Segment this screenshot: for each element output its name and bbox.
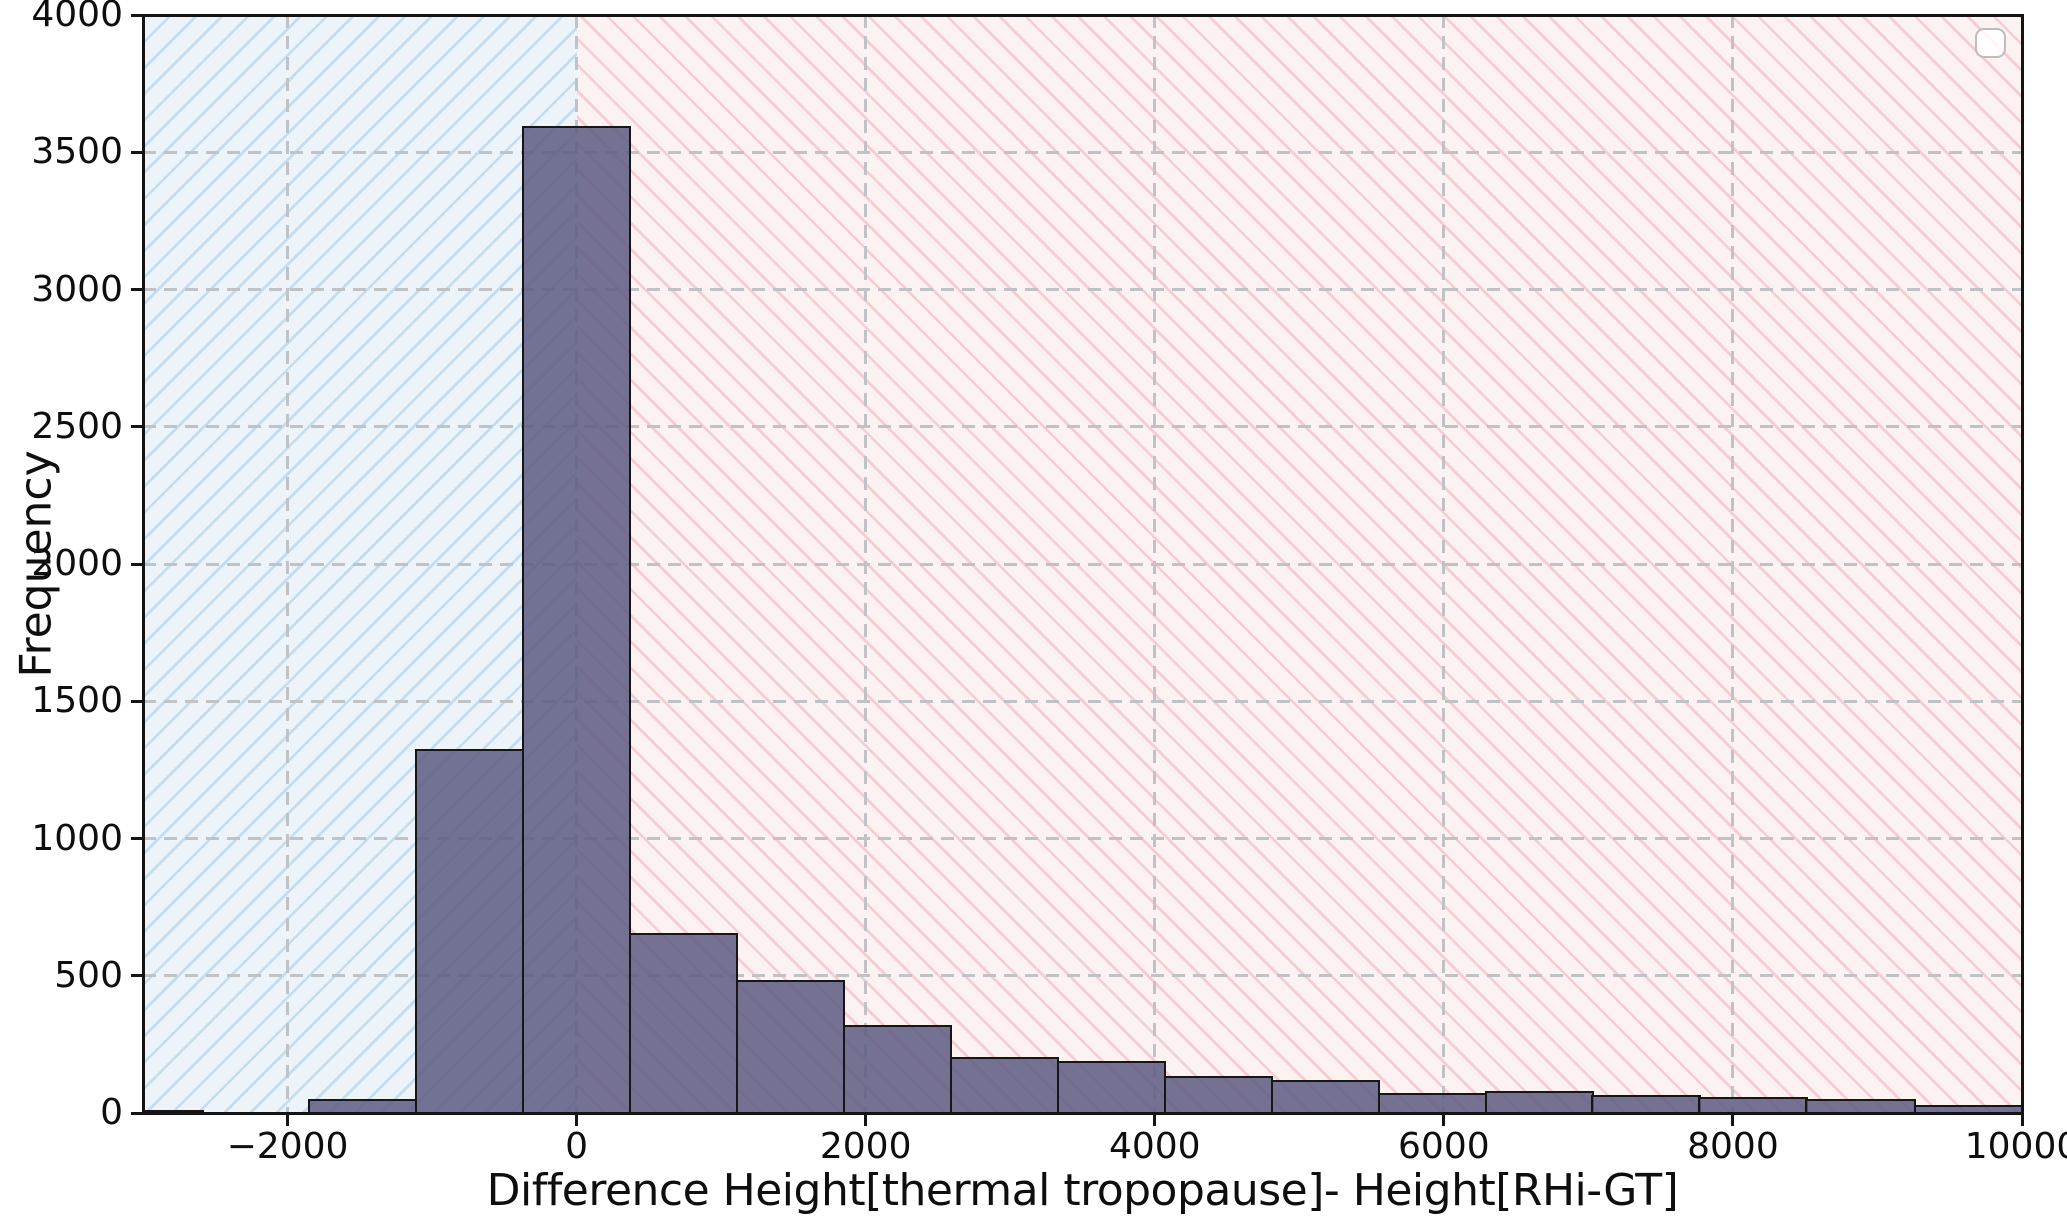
y-tick-3500 <box>130 150 142 154</box>
x-axis-title: Difference Height[thermal tropopause]- H… <box>486 1165 1679 1216</box>
y-tick-label-3000: 3000 <box>31 268 123 310</box>
gridline-y-2500 <box>143 425 2022 429</box>
y-tick-label-500: 500 <box>54 954 123 996</box>
y-tick-0 <box>130 1111 142 1115</box>
y-tick-3000 <box>130 288 142 291</box>
y-tick-label-1000: 1000 <box>31 817 123 859</box>
x-tick-10000 <box>2020 1114 2024 1126</box>
y-tick-label-3500: 3500 <box>31 131 123 173</box>
x-tick-label-2000: 2000 <box>819 1126 912 1167</box>
histogram-bar-8 <box>949 1056 1060 1113</box>
x-tick--2000 <box>286 1114 290 1126</box>
histogram-bar-10 <box>1163 1076 1274 1113</box>
gridline-y-3500 <box>143 150 2022 154</box>
x-tick-label-8000: 8000 <box>1687 1126 1779 1167</box>
x-tick-2000 <box>864 1114 868 1126</box>
x-tick-label-6000: 6000 <box>1398 1126 1490 1167</box>
histogram-bar-17 <box>1913 1105 2022 1113</box>
x-tick-0 <box>575 1114 579 1126</box>
histogram-bar-5 <box>628 933 739 1113</box>
y-tick-label-0: 0 <box>100 1092 123 1133</box>
x-tick-4000 <box>1153 1114 1157 1126</box>
y-tick-label-2500: 2500 <box>31 405 123 447</box>
x-tick-label--2000: −2000 <box>226 1126 349 1167</box>
x-tick-label-4000: 4000 <box>1108 1126 1201 1167</box>
y-tick-label-1500: 1500 <box>31 680 123 722</box>
histogram-bar-16 <box>1805 1098 1917 1113</box>
y-tick-label-4000: 4000 <box>31 0 123 35</box>
histogram-bar-2 <box>307 1099 418 1113</box>
gridline-y-500 <box>143 974 2022 978</box>
histogram-bar-7 <box>842 1025 953 1113</box>
gridline-y-3000 <box>143 288 2022 291</box>
histogram-bar-14 <box>1591 1095 1701 1113</box>
histogram-bar-0 <box>143 1109 204 1113</box>
histogram-bar-4 <box>521 126 632 1113</box>
histogram-bar-11 <box>1270 1080 1381 1113</box>
gridline-y-1500 <box>143 699 2022 703</box>
legend-box <box>1975 28 2006 58</box>
y-tick-2000 <box>130 562 142 566</box>
x-tick-label-0: 0 <box>565 1126 589 1167</box>
gridline-y-1000 <box>143 837 2022 840</box>
y-tick-1500 <box>130 699 142 703</box>
x-tick-8000 <box>1731 1114 1735 1126</box>
histogram-bar-15 <box>1698 1096 1808 1113</box>
histogram-bar-6 <box>735 979 846 1113</box>
y-tick-1000 <box>130 837 142 840</box>
histogram-bar-9 <box>1056 1060 1167 1113</box>
y-axis-title: Frequency <box>10 450 62 678</box>
y-tick-4000 <box>130 13 142 17</box>
y-tick-label-2000: 2000 <box>31 543 123 584</box>
gridline-y-2000 <box>143 562 2022 566</box>
histogram-bar-13 <box>1484 1091 1594 1113</box>
x-tick-6000 <box>1442 1114 1446 1126</box>
histogram-bar-12 <box>1377 1092 1487 1113</box>
histogram-bar-3 <box>414 749 525 1113</box>
y-tick-500 <box>130 974 142 978</box>
plot-area <box>143 15 2022 1113</box>
y-tick-2500 <box>130 425 142 429</box>
